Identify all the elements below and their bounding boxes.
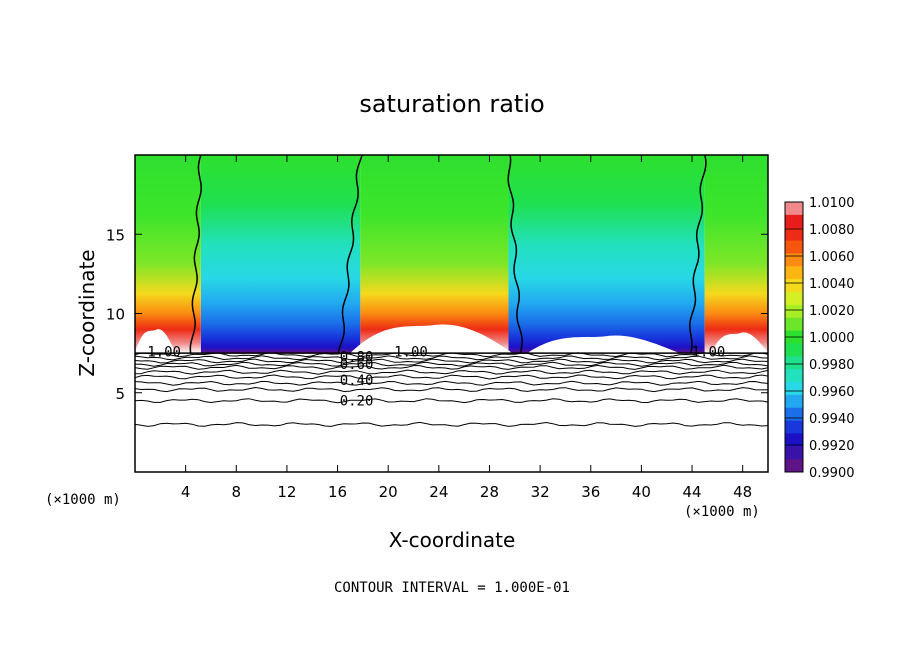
colorbar-swatch [785,459,803,473]
colorbar-swatch [785,253,803,267]
moist-region-2 [360,155,509,354]
x-tick-label: 20 [379,483,398,501]
y-tick-label: 10 [106,306,125,324]
saturation-boundary-2 [337,155,363,354]
contour-line [135,369,768,375]
x-tick-label: 4 [181,483,191,501]
colorbar-swatch [785,240,803,254]
colorbar-label: 1.0060 [809,250,855,265]
contour-line [135,398,768,404]
y-axis-label: Z-coordinate [75,249,99,376]
colorbar-swatch [785,227,803,242]
colorbar-swatch [785,214,803,229]
colorbar-swatch [785,202,803,216]
contour-line [135,421,768,427]
contour-interval-note: CONTOUR INTERVAL = 1.000E-01 [334,580,570,596]
white-region-2 [350,324,513,354]
chart-title: saturation ratio [359,90,544,118]
x-tick-label: 24 [429,483,448,501]
colorbar-label: 0.9900 [809,466,855,481]
colorbar-label: 0.9960 [809,385,855,400]
x-axis: 4 8 12 16 20 24 28 32 36 40 44 48 [181,155,752,501]
y-tick-label: 15 [106,226,125,244]
contour-line [135,361,768,367]
moist-region-1 [135,155,201,354]
contour-line [135,386,768,393]
contour-line [135,355,768,361]
saturation-boundary-1 [189,155,202,354]
saturation-boundary-3 [507,155,523,354]
moist-region-3 [704,155,768,354]
x-tick-label: 32 [531,483,550,501]
colorbar: 1.0100 1.0080 1.0060 1.0040 1.0020 1.0000 0.99… [784,196,855,481]
colorbar-swatch [785,343,803,357]
colorbar-label: 1.0040 [809,277,855,292]
contour-label: 1.00 [147,345,181,361]
dry-region-2 [508,155,705,354]
colorbar-swatch [785,407,803,422]
white-region-1 [135,329,176,354]
colorbar-swatch [785,446,803,460]
colorbar-swatch [785,433,803,447]
contour-label: 0.40 [340,373,374,389]
colorbar-label: 0.9980 [809,358,855,373]
contour-label: 1.00 [394,345,428,361]
saturation-boundary-4 [689,155,707,354]
y-unit-label: (×1000 m) [45,492,121,508]
colorbar-swatch [785,356,803,370]
colorbar-swatch [785,266,803,280]
plot-area: 1.00 0.800.60 1.00 0.40 0.20 1.00 [135,155,768,472]
colorbar-label: 1.0080 [809,223,855,238]
colorbar-label: 0.9920 [809,439,855,454]
colorbar-swatch [785,394,803,409]
x-axis-label: X-coordinate [389,528,516,552]
y-tick-label: 5 [115,385,125,403]
x-tick-label: 16 [328,483,347,501]
x-tick-label: 40 [632,483,651,501]
x-tick-label: 36 [581,483,600,501]
colorbar-swatch [785,279,803,293]
x-tick-label: 12 [277,483,296,501]
x-tick-label: 44 [682,483,701,501]
x-unit-label: (×1000 m) [684,504,760,520]
dry-region-1 [200,155,361,354]
colorbar-label: 1.0000 [809,331,855,346]
contour-line [135,380,768,386]
contour-label: 0.60 [340,357,374,373]
contour-line [135,374,768,380]
colorbar-label: 0.9940 [809,412,855,427]
lower-domain [135,353,768,472]
colorbar-swatch [785,420,803,434]
x-tick-label: 48 [733,483,752,501]
x-tick-label: 28 [480,483,499,501]
colorbar-label: 1.0100 [809,196,855,211]
colorbar-swatch [785,369,803,383]
y-axis: 5 10 15 [106,226,768,403]
colorbar-swatch [785,317,803,332]
white-region-3 [527,335,680,354]
colorbar-swatch [785,304,803,319]
x-tick-label: 8 [232,483,242,501]
contour-label: 0.80 [340,349,374,365]
contour-label: 0.20 [340,394,374,410]
contour-line [135,364,768,370]
contour-line [135,358,768,364]
colorbar-swatch [785,292,803,306]
white-region-4 [711,332,768,354]
colorbar-swatch [785,382,803,396]
colorbar-label: 1.0020 [809,304,855,319]
contour-label: 1.00 [692,345,726,361]
